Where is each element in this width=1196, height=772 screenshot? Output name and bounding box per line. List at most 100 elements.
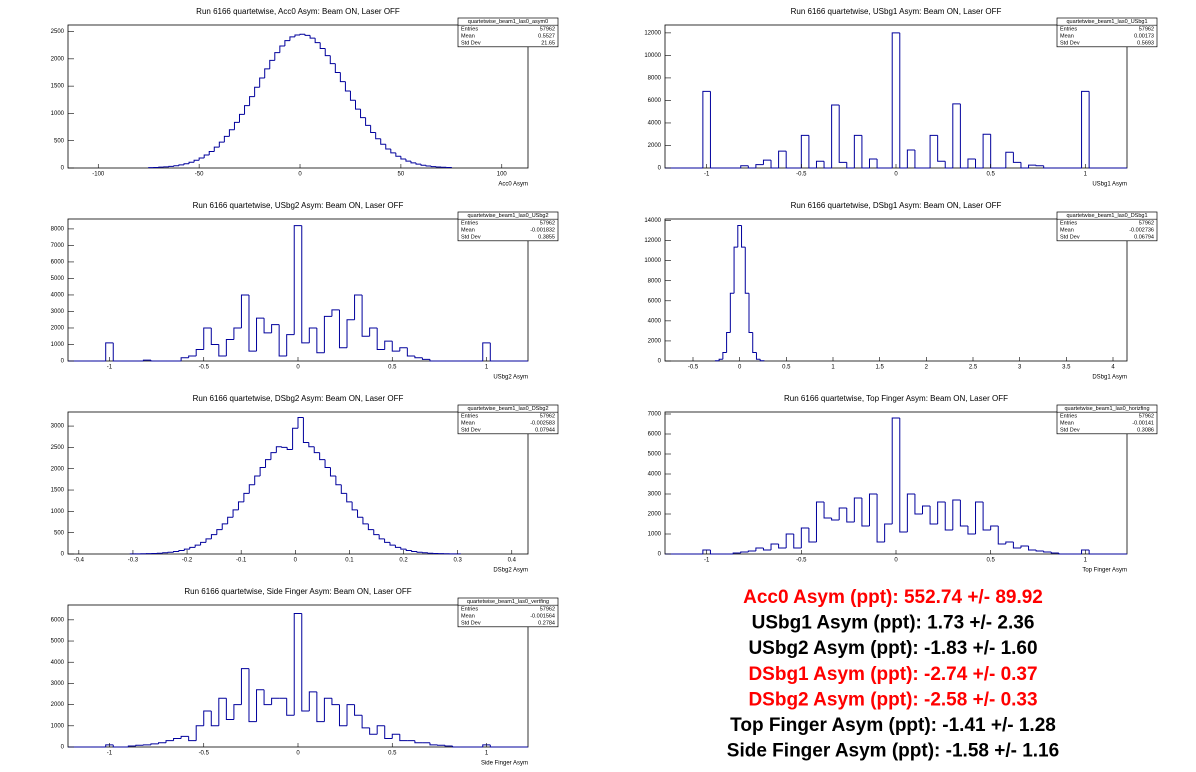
histogram-bin [800,527,809,548]
y-tick-label: 4000 [648,472,662,478]
y-tick-label: 6000 [648,432,662,438]
y-tick-label: 12000 [644,30,661,36]
histogram-bin [297,417,304,429]
histogram-bin [259,77,265,88]
y-tick-label: 2000 [648,339,662,345]
stats-label: Std Dev [461,428,481,434]
histogram-bin [173,551,179,553]
histogram-bin [367,523,374,531]
histogram-bin [225,698,234,720]
histogram-bin [489,342,498,362]
histogram-bin [351,501,358,511]
histogram-bin [800,134,809,168]
histogram-bin [489,744,498,748]
y-tick-label: 10000 [644,258,661,264]
histogram-bin [416,551,423,553]
histogram-bin [373,529,380,536]
histogram-bin [823,161,832,169]
histogram-panel: Run 6166 quartetwise, USbg2 Asym: Beam O… [51,201,559,381]
histogram-bin [259,466,266,476]
histogram-bin [1012,542,1021,549]
histogram-bin [157,742,167,744]
histogram-bin [891,417,900,524]
histogram-bin [218,344,227,357]
histogram-bin [248,668,257,723]
stats-label: Std Dev [461,41,481,47]
histogram-bin [286,698,295,716]
histogram-bin [1035,550,1044,552]
histogram-bin [759,359,765,362]
histogram-bin [702,549,711,554]
histogram-bin [394,545,401,548]
histogram-bin [334,63,341,73]
histogram-bin [389,542,396,546]
histogram-bin [309,35,316,39]
stats-name: quartetwise_beam1_las0_USbg2 [467,213,548,219]
histogram-bin [304,34,311,36]
histogram-bin [274,52,280,61]
histogram-bin [975,158,984,169]
histogram-bin [249,96,255,106]
histogram-bin [868,493,878,526]
x-tick-label: 1 [485,751,489,757]
histogram-bin [1058,553,1067,555]
histogram-bin [349,91,356,101]
histogram-bin [240,294,249,328]
histogram-bin [180,735,189,739]
histogram-bin [722,352,727,360]
histogram-bin [112,342,121,362]
histogram-bin [188,355,197,358]
y-tick-label: 2000 [648,512,662,518]
histogram-bin [410,161,417,164]
histogram-bin [1043,551,1052,553]
histogram-bin [846,508,855,523]
y-tick-label: 10000 [644,53,661,59]
histogram-bin [876,158,885,169]
stats-value: 0.2784 [538,621,555,627]
histogram-bin [411,550,418,553]
histogram-bin [244,105,250,115]
y-tick-label: 6000 [648,98,662,104]
x-tick-label: 50 [398,172,405,178]
histogram-bin [982,502,991,531]
histogram-bin [391,341,400,352]
histogram-bin [421,357,430,360]
histogram-bin [233,121,240,130]
histogram-bin [213,146,220,152]
stats-value: -0.002736 [1129,227,1154,233]
histogram-bin [344,81,351,92]
histogram-bin [112,744,121,748]
histogram-bin [937,135,946,162]
y-tick-label: 1000 [51,342,65,348]
histogram-bin [210,710,219,727]
y-tick-label: 500 [54,138,65,144]
y-tick-label: 5000 [51,276,65,282]
histogram-bin [233,704,242,720]
histogram-panel: Run 6166 quartetwise, DSbg2 Asym: Beam O… [51,394,559,574]
y-tick-label: 14000 [644,218,661,224]
histogram-bin [286,334,295,357]
y-tick-label: 1000 [51,509,65,515]
histogram-bin [308,691,317,711]
x-tick-label: 0.1 [345,558,354,564]
x-tick-label: 3.5 [1062,365,1071,371]
histogram-bin [853,497,862,522]
histogram-bin [1028,164,1037,168]
histogram-bin [324,459,331,468]
stats-label: Mean [1060,33,1074,39]
histogram-bin [316,327,325,354]
histogram-bin [406,347,415,357]
stats-name: quartetwise_beam1_las0_DSbg1 [1066,213,1147,219]
chart-title: Run 6166 quartetwise, USbg1 Asym: Beam O… [791,7,1002,16]
histogram-bin [762,159,772,165]
stats-value: -0.001564 [530,613,555,619]
histogram-bin [952,103,961,168]
y-tick-label: 7000 [51,243,65,249]
histogram-bin [414,356,423,359]
histogram-bin [355,100,361,110]
y-tick-label: 0 [658,359,662,365]
y-tick-label: 4000 [648,121,662,127]
histogram-bin [218,697,227,726]
x-tick-label: 0.4 [508,558,517,564]
x-tick-label: -0.5 [688,365,699,371]
